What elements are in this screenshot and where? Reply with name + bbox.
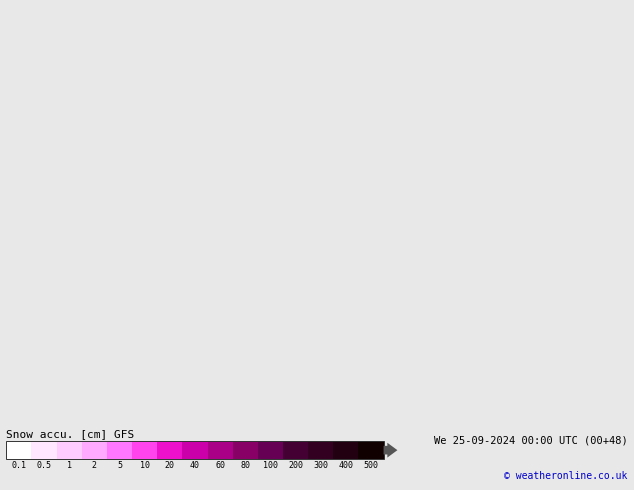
FancyArrow shape: [384, 443, 398, 458]
Text: 0.5: 0.5: [37, 461, 51, 470]
Bar: [233, 441, 258, 459]
Text: © weatheronline.co.uk: © weatheronline.co.uk: [504, 471, 628, 481]
Bar: [183, 441, 207, 459]
Text: 40: 40: [190, 461, 200, 470]
Text: 2: 2: [92, 461, 97, 470]
Bar: [107, 441, 132, 459]
Text: 100: 100: [263, 461, 278, 470]
Bar: [258, 441, 283, 459]
Bar: [6, 441, 32, 459]
Text: 300: 300: [313, 461, 328, 470]
Text: Snow accu. [cm] GFS: Snow accu. [cm] GFS: [6, 429, 134, 439]
Text: 80: 80: [240, 461, 250, 470]
Text: We 25-09-2024 00:00 UTC (00+48): We 25-09-2024 00:00 UTC (00+48): [434, 436, 628, 446]
Bar: [132, 441, 157, 459]
Bar: [333, 441, 358, 459]
Text: 1: 1: [67, 461, 72, 470]
Bar: [283, 441, 308, 459]
Bar: [207, 441, 233, 459]
Text: 200: 200: [288, 461, 303, 470]
Bar: [82, 441, 107, 459]
Text: 0.1: 0.1: [11, 461, 27, 470]
Text: 20: 20: [165, 461, 175, 470]
Text: 60: 60: [215, 461, 225, 470]
Text: 10: 10: [139, 461, 150, 470]
Text: 5: 5: [117, 461, 122, 470]
Bar: [6, 441, 384, 459]
Bar: [32, 441, 56, 459]
Text: 400: 400: [339, 461, 353, 470]
Bar: [358, 441, 384, 459]
Text: 500: 500: [363, 461, 378, 470]
Bar: [56, 441, 82, 459]
Bar: [157, 441, 183, 459]
Bar: [308, 441, 333, 459]
